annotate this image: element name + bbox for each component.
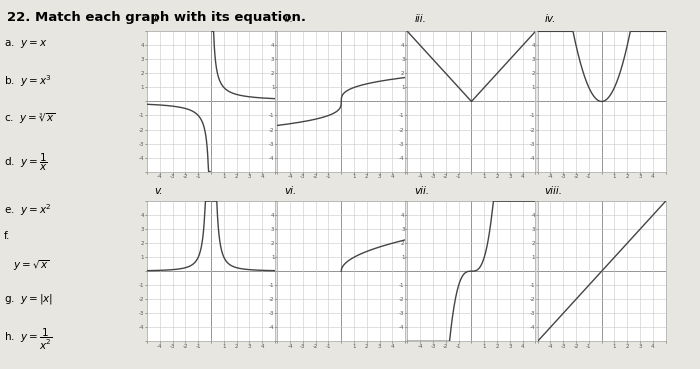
Text: d.  $y = \dfrac{1}{x}$: d. $y = \dfrac{1}{x}$ — [4, 152, 48, 173]
Text: vii.: vii. — [414, 186, 430, 196]
Text: c.  $y = \sqrt[3]{x}$: c. $y = \sqrt[3]{x}$ — [4, 111, 55, 125]
Text: i.: i. — [154, 14, 160, 24]
Text: viii.: viii. — [545, 186, 563, 196]
Text: ii.: ii. — [284, 14, 293, 24]
Text: f.: f. — [4, 231, 10, 241]
Text: iii.: iii. — [414, 14, 426, 24]
Text: g.  $y = |x|$: g. $y = |x|$ — [4, 292, 52, 306]
Text: iv.: iv. — [545, 14, 556, 24]
Text: a.  $y = x$: a. $y = x$ — [4, 38, 47, 50]
Text: $y = \sqrt{x}$: $y = \sqrt{x}$ — [13, 258, 49, 273]
Text: vi.: vi. — [284, 186, 297, 196]
Text: h.  $y = \dfrac{1}{x^{2}}$: h. $y = \dfrac{1}{x^{2}}$ — [4, 327, 52, 352]
Text: b.  $y = x^{3}$: b. $y = x^{3}$ — [4, 73, 52, 89]
Text: e.  $y = x^{2}$: e. $y = x^{2}$ — [4, 203, 51, 218]
Text: v.: v. — [154, 186, 162, 196]
Text: 22. Match each graph with its equation.: 22. Match each graph with its equation. — [7, 11, 306, 24]
